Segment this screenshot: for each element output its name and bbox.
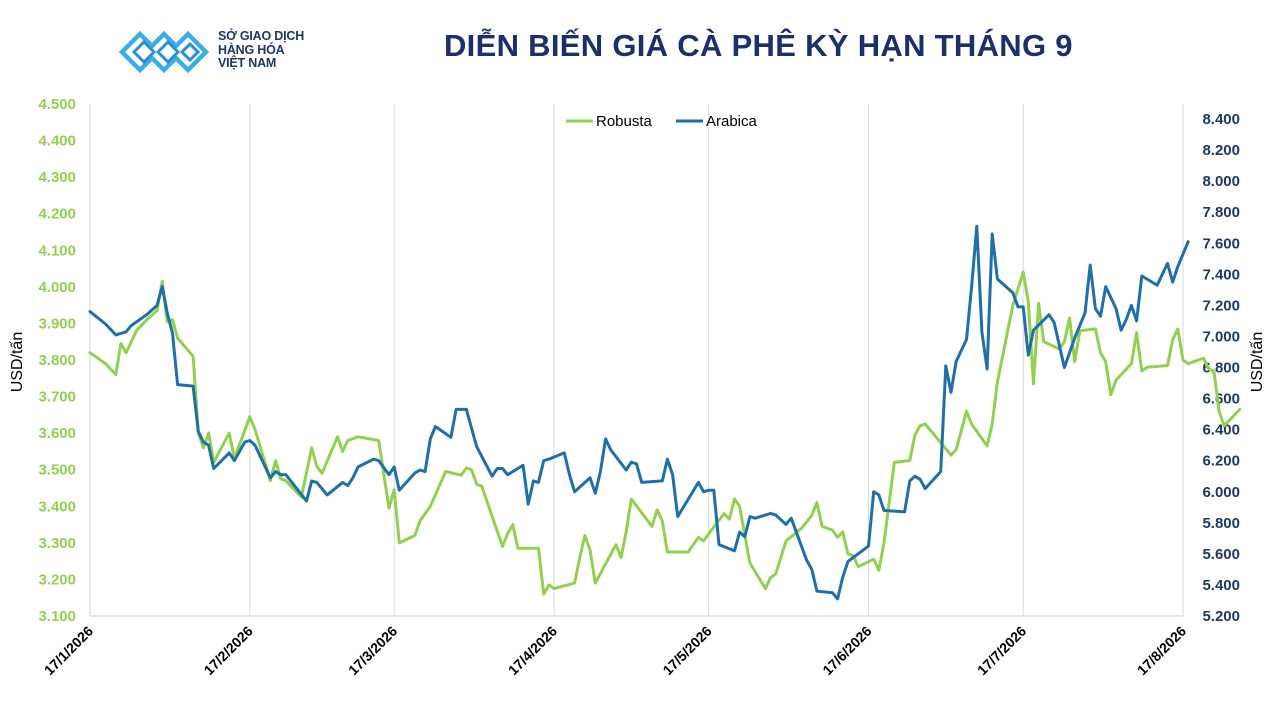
left-tick-label: 3.700 [38, 389, 76, 406]
left-tick-label: 4.100 [38, 242, 76, 259]
left-tick-label: 3.900 [38, 315, 76, 332]
right-tick-label: 5.400 [1202, 577, 1240, 594]
left-tick-label: 3.300 [38, 535, 76, 552]
left-tick-label: 4.400 [38, 133, 76, 150]
right-axis-label: USD/tấn [1249, 332, 1266, 392]
legend: Robusta Arabica [566, 113, 758, 130]
left-tick-label: 3.600 [38, 425, 76, 442]
right-tick-label: 6.600 [1202, 391, 1240, 408]
right-tick-label: 5.200 [1202, 608, 1240, 625]
x-tick-label: 17/7/2026 [974, 623, 1030, 679]
left-tick-label: 3.500 [38, 462, 76, 479]
x-tick-label: 17/3/2026 [345, 623, 401, 679]
header: SỞ GIAO DỊCH HÀNG HÓA VIỆT NAM DIỄN BIẾN… [0, 0, 1280, 100]
left-tick-label: 4.200 [38, 206, 76, 223]
legend-label-arabica: Arabica [706, 113, 758, 130]
right-tick-label: 6.200 [1202, 453, 1240, 470]
series-line-arabica [88, 224, 1190, 601]
left-tick-label: 3.200 [38, 571, 76, 588]
right-tick-label: 7.400 [1202, 266, 1240, 283]
left-tick-label: 4.500 [38, 96, 76, 113]
right-tick-label: 5.600 [1202, 546, 1240, 563]
right-y-axis: 5.200 5.400 5.600 5.800 6.000 6.200 6.400 6.600… [1202, 111, 1240, 625]
right-tick-label: 8.000 [1202, 173, 1240, 190]
x-tick-label: 17/1/2026 [41, 623, 97, 679]
right-tick-label: 7.800 [1202, 204, 1240, 221]
x-tick-label: 17/8/2026 [1134, 623, 1190, 679]
series-lines [88, 224, 1242, 601]
series-line-robusta [88, 270, 1242, 596]
right-tick-label: 7.000 [1202, 328, 1240, 345]
vertical-gridlines [89, 104, 1184, 616]
right-tick-label: 6.000 [1202, 484, 1240, 501]
x-axis: 17/1/2026 17/2/2026 17/3/2026 17/4/2026 17/5… [41, 623, 1190, 679]
x-tick-label: 17/6/2026 [819, 623, 875, 679]
right-tick-label: 8.200 [1202, 142, 1240, 159]
right-tick-label: 5.800 [1202, 515, 1240, 532]
right-tick-label: 7.200 [1202, 297, 1240, 314]
x-tick-label: 17/4/2026 [505, 623, 561, 679]
left-tick-label: 4.000 [38, 279, 76, 296]
x-tick-label: 17/2/2026 [201, 623, 257, 679]
logo-line-3: VIỆT NAM [218, 56, 277, 70]
left-tick-label: 4.300 [38, 169, 76, 186]
left-tick-label: 3.100 [38, 608, 76, 625]
logo-line-1: SỞ GIAO DỊCH [218, 29, 305, 43]
left-y-axis: 3.100 3.200 3.300 3.400 3.500 3.600 3.700 3.800… [38, 96, 76, 625]
logo-line-2: HÀNG HÓA [218, 42, 285, 57]
legend-label-robusta: Robusta [596, 113, 653, 130]
right-tick-label: 6.400 [1202, 422, 1240, 439]
x-tick-label: 17/5/2026 [659, 623, 715, 679]
right-tick-label: 7.600 [1202, 235, 1240, 252]
left-tick-label: 3.400 [38, 498, 76, 515]
exchange-logo-icon [118, 30, 210, 74]
right-tick-label: 8.400 [1202, 111, 1240, 128]
left-tick-label: 3.800 [38, 352, 76, 369]
left-axis-label: USD/tấn [9, 332, 26, 392]
chart-title: DIỄN BIẾN GIÁ CÀ PHÊ KỲ HẠN THÁNG 9 [444, 28, 1073, 63]
right-tick-label: 6.800 [1202, 360, 1240, 377]
logo-wordmark: SỞ GIAO DỊCH HÀNG HÓA VIỆT NAM [218, 29, 305, 71]
